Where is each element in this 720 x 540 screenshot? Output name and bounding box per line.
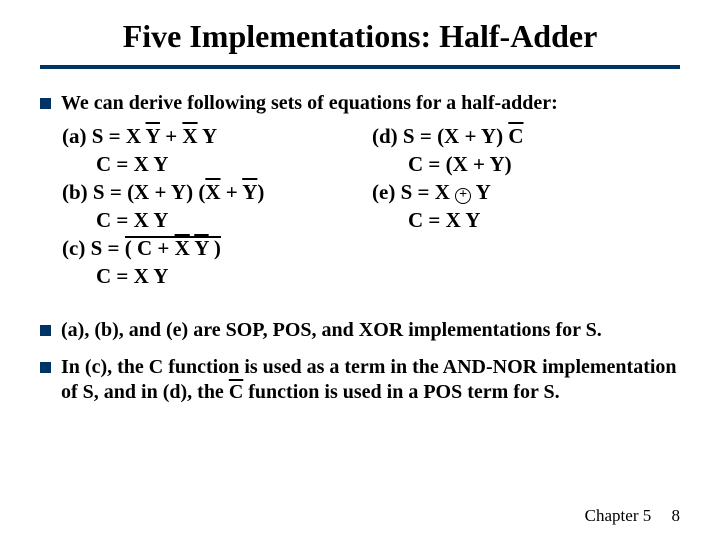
eq-a-label: (a) <box>62 124 92 148</box>
bullet-2-text: (a), (b), and (e) are SOP, POS, and XOR … <box>61 318 602 343</box>
eq-b-s: (b) S = (X + Y) (X + Y) <box>62 180 264 205</box>
bullet-1: We can derive following sets of equation… <box>40 91 680 116</box>
bullet-square-icon <box>40 325 51 336</box>
bullet-3: In (c), the C function is used as a term… <box>40 355 680 405</box>
footer-chapter: Chapter 5 <box>585 506 652 525</box>
title-underline <box>40 65 680 69</box>
eq-c-s: (c) S = ( C + X Y ) <box>62 236 221 261</box>
footer-page-number: 8 <box>672 506 681 525</box>
xor-icon: + <box>455 188 471 204</box>
bullet-2: (a), (b), and (e) are SOP, POS, and XOR … <box>40 318 680 343</box>
eq-a-c: C = X Y <box>96 152 168 177</box>
eq-e-s: (e) S = X + Y <box>372 180 491 205</box>
eq-b-label: (b) <box>62 180 93 204</box>
bullet-3-text: In (c), the C function is used as a term… <box>61 355 680 405</box>
bullet-square-icon <box>40 362 51 373</box>
eq-c-c: C = X Y <box>96 264 168 289</box>
eq-d-label: (d) <box>372 124 403 148</box>
eq-a-s: (a) S = X Y + X Y <box>62 124 217 149</box>
page-title: Five Implementations: Half-Adder <box>40 18 680 55</box>
eq-e-c: C = X Y <box>408 208 480 233</box>
eq-c-overbar-group: ( C + X Y ) <box>125 236 221 261</box>
bullet-1-text: We can derive following sets of equation… <box>61 91 558 116</box>
bullet-square-icon <box>40 98 51 109</box>
slide-footer: Chapter 5 8 <box>585 506 680 526</box>
eq-b-c: C = X Y <box>96 208 168 233</box>
eq-e-label: (e) <box>372 180 401 204</box>
eq-d-s: (d) S = (X + Y) C <box>372 124 524 149</box>
eq-c-label: (c) <box>62 236 91 260</box>
eq-d-c: C = (X + Y) <box>408 152 512 177</box>
equations-area: (a) S = X Y + X Y C = X Y (b) S = (X + Y… <box>62 124 680 318</box>
